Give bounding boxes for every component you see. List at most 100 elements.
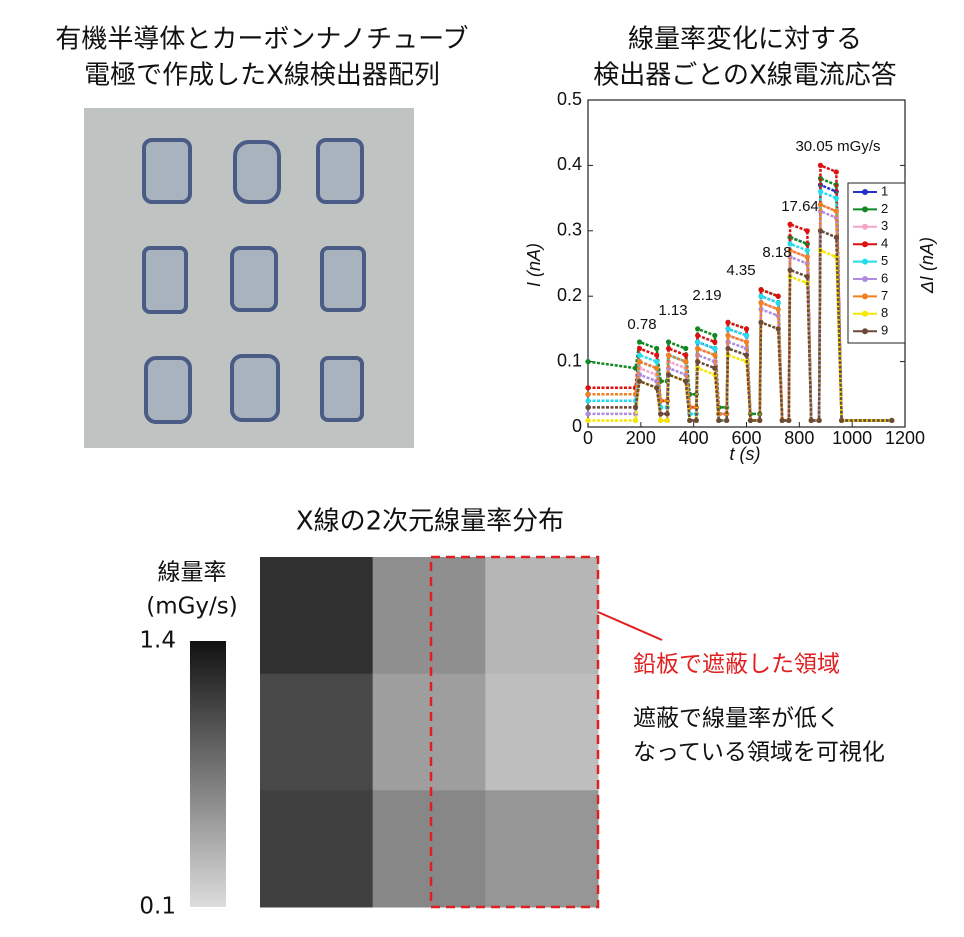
- data-point: [654, 359, 660, 365]
- data-point: [585, 411, 591, 417]
- y-tick-label: 0.4: [557, 154, 582, 174]
- highlight-label: 鉛板で遮蔽した領域: [633, 652, 840, 678]
- dose-label: 1.13: [658, 302, 687, 319]
- data-point: [779, 417, 785, 424]
- dose-label: 17.64: [781, 198, 819, 215]
- data-point: [585, 417, 591, 424]
- heatmap-cell: [260, 557, 374, 675]
- data-point: [665, 352, 672, 358]
- x-tick-label: 400: [679, 428, 709, 448]
- y-tick-label: 0.1: [557, 350, 582, 370]
- data-point: [817, 162, 824, 168]
- data-point: [775, 326, 781, 332]
- data-point: [757, 417, 763, 424]
- colorbar-title: 線量率: [158, 560, 227, 586]
- series-line: [587, 176, 892, 422]
- data-point: [585, 404, 591, 410]
- legend-label: 5: [881, 253, 888, 268]
- data-point: [636, 378, 643, 384]
- data-point: [787, 221, 793, 227]
- data-point: [585, 398, 591, 404]
- colorbar-title: (mGy/s): [146, 594, 238, 620]
- data-point: [636, 359, 643, 365]
- dose-label: 8.18: [762, 244, 791, 261]
- note: 遮蔽で線量率が低く: [633, 706, 840, 732]
- legend-label: 7: [881, 288, 888, 303]
- data-point: [804, 228, 810, 234]
- data-point: [839, 417, 845, 424]
- data-point: [585, 359, 591, 365]
- heatmap-cell: [372, 673, 486, 791]
- legend-swatch: [862, 328, 868, 335]
- y-tick-label: 0.2: [557, 285, 582, 305]
- data-point: [716, 417, 722, 424]
- data-point: [758, 287, 764, 293]
- data-point: [743, 332, 750, 339]
- data-point: [654, 385, 660, 391]
- photo-title: 有機半導体とカーボンナノチューブ: [55, 25, 468, 55]
- heatmap-cell: [260, 790, 374, 908]
- chart-title: X線の2次元線量率分布: [296, 507, 564, 537]
- legend-label: 6: [881, 270, 888, 285]
- data-point: [712, 365, 718, 371]
- legend: [847, 182, 906, 344]
- legend-swatch: [862, 223, 868, 230]
- data-point: [695, 345, 701, 352]
- data-point: [725, 319, 731, 325]
- data-point: [683, 378, 689, 384]
- data-point: [889, 417, 895, 424]
- data-point: [787, 267, 793, 273]
- data-point: [787, 254, 793, 260]
- data-point: [724, 417, 730, 424]
- colorbar-tick-label: 1.4: [139, 628, 176, 654]
- photo-title: 電極で作成したX線検出器配列: [84, 61, 440, 91]
- legend-label: 1: [881, 183, 888, 198]
- data-point: [758, 293, 764, 299]
- heatmap-cell: [260, 673, 374, 791]
- legend-swatch: [862, 276, 868, 282]
- legend-label: 8: [881, 305, 888, 320]
- data-point: [817, 188, 824, 195]
- data-point: [743, 326, 750, 332]
- data-point: [654, 365, 660, 371]
- data-point: [636, 345, 643, 352]
- dose-label: 30.05 mGy/s: [795, 138, 880, 155]
- data-point: [632, 417, 639, 424]
- x-tick-label: 200: [626, 428, 656, 448]
- legend-swatch: [862, 241, 868, 248]
- data-point: [804, 273, 810, 280]
- x-tick-label: 600: [731, 428, 761, 448]
- chart-title: 線量率変化に対する: [628, 25, 862, 55]
- data-point: [658, 417, 664, 424]
- data-point: [725, 332, 731, 339]
- legend-label: 9: [881, 323, 888, 338]
- data-point: [775, 293, 781, 299]
- x-tick-label: 1200: [885, 428, 925, 448]
- data-point: [725, 326, 731, 332]
- data-point: [687, 417, 693, 424]
- data-point: [683, 345, 689, 352]
- legend-swatch: [862, 293, 868, 300]
- y-tick-label: 0.5: [557, 89, 582, 109]
- data-point: [816, 417, 822, 424]
- data-point: [833, 234, 839, 240]
- dose-label: 0.78: [627, 316, 656, 333]
- data-point: [654, 352, 660, 358]
- data-point: [712, 332, 718, 339]
- data-point: [817, 202, 824, 208]
- data-point: [833, 195, 839, 201]
- data-point: [804, 254, 810, 260]
- y-axis-label: I (nA): [524, 243, 544, 287]
- data-point: [654, 345, 660, 352]
- x-axis-label: t (s): [730, 444, 761, 464]
- dose-label: 4.35: [726, 262, 755, 279]
- data-point: [747, 417, 754, 424]
- data-point: [658, 411, 664, 417]
- data-point: [758, 300, 764, 306]
- colorbar: [190, 641, 226, 907]
- data-point: [743, 339, 750, 345]
- data-point: [683, 352, 689, 358]
- heatmap-cell: [485, 673, 599, 791]
- legend-label: 3: [881, 218, 888, 233]
